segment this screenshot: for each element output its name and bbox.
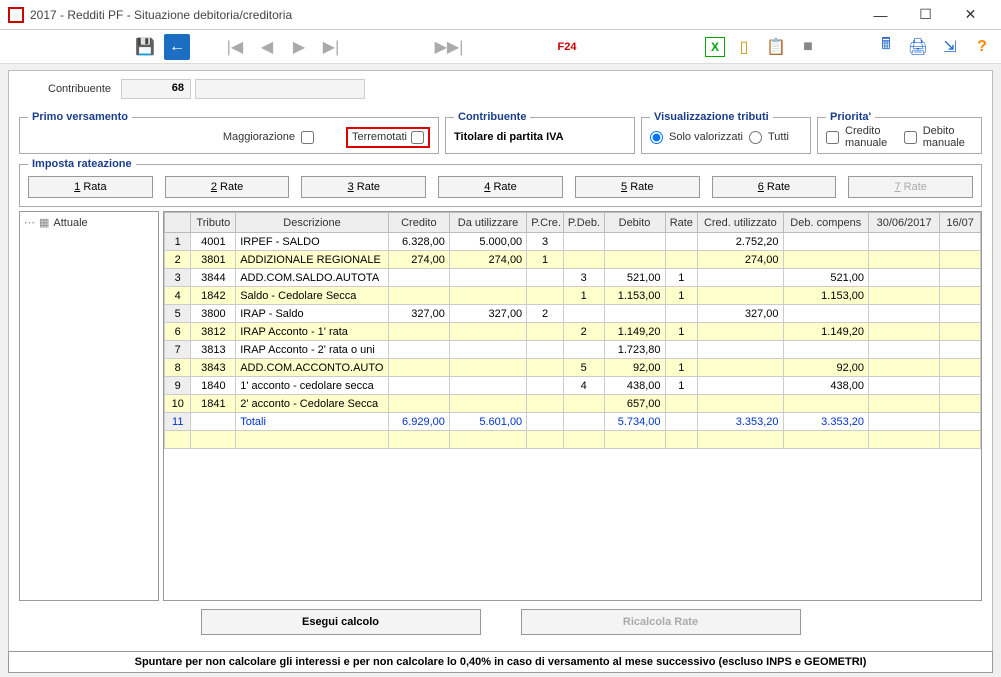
note-icon[interactable]: ▯ <box>731 34 757 60</box>
main-panel: Contribuente 68 Primo versamento Maggior… <box>8 70 993 660</box>
rate-legend: Imposta rateazione <box>28 158 136 170</box>
viz-solo-radio[interactable] <box>650 131 663 144</box>
grid-header[interactable]: Debito <box>604 213 665 233</box>
priorita-group: Priorita' Credito manuale Debito manuale <box>817 111 982 154</box>
credito-manuale-label: Credito manuale <box>845 125 898 149</box>
excel-icon[interactable]: X <box>705 37 725 57</box>
grid-wrap[interactable]: TributoDescrizioneCreditoDa utilizzareP.… <box>163 211 982 601</box>
close-button[interactable]: ✕ <box>948 1 993 29</box>
nav-first-icon[interactable]: |◀ <box>222 34 248 60</box>
primo-versamento-group: Primo versamento Maggiorazione Terremota… <box>19 111 439 154</box>
maximize-button[interactable]: ☐ <box>903 1 948 29</box>
stop-icon[interactable]: ■ <box>795 34 821 60</box>
grid-header[interactable]: Rate <box>665 213 698 233</box>
table-row[interactable]: 23801ADDIZIONALE REGIONALE274,00274,0012… <box>165 251 981 269</box>
contribuente-row: Contribuente 68 <box>15 75 986 109</box>
terremotati-label: Terremotati <box>352 131 407 143</box>
maggiorazione-checkbox[interactable] <box>301 131 314 144</box>
viz-tutti-label: Tutti <box>768 131 789 143</box>
tree-node-label: Attuale <box>53 217 87 229</box>
status-text: Spuntare per non calcolare gli interessi… <box>135 656 867 668</box>
data-grid: TributoDescrizioneCreditoDa utilizzareP.… <box>164 212 981 449</box>
esegui-calcolo-button[interactable]: Esegui calcolo <box>201 609 481 635</box>
grid-header[interactable]: P.Cre. <box>527 213 564 233</box>
credito-manuale-checkbox[interactable] <box>826 131 839 144</box>
prio-legend: Priorita' <box>826 111 875 123</box>
tree-grid-icon: ▦ <box>39 216 49 229</box>
grid-header[interactable]: P.Deb. <box>563 213 604 233</box>
grid-header[interactable]: Tributo <box>191 213 236 233</box>
viz-solo-label: Solo valorizzati <box>669 131 743 143</box>
titlebar: 2017 - Redditi PF - Situazione debitoria… <box>0 0 1001 30</box>
grid-header[interactable]: 30/06/2017 <box>869 213 940 233</box>
contrib-text: Titolare di partita IVA <box>454 131 564 143</box>
table-row[interactable]: 73813IRAP Acconto - 2' rata o uni1.723,8… <box>165 341 981 359</box>
primo-legend: Primo versamento <box>28 111 132 123</box>
nav-ff-icon[interactable]: ▶▶| <box>436 34 462 60</box>
minimize-button[interactable]: — <box>858 1 903 29</box>
nav-prev-icon[interactable]: ◀ <box>254 34 280 60</box>
help-icon[interactable]: ? <box>969 34 995 60</box>
grid-header[interactable]: 16/07 <box>940 213 981 233</box>
table-row[interactable]: 1018412' acconto - Cedolare Secca657,00 <box>165 395 981 413</box>
app-icon <box>8 7 24 23</box>
window-title: 2017 - Redditi PF - Situazione debitoria… <box>30 8 858 22</box>
contribuente-number[interactable]: 68 <box>121 79 191 99</box>
clipboard-icon[interactable]: 📋 <box>763 34 789 60</box>
ricalcola-rate-button: Ricalcola Rate <box>521 609 801 635</box>
rate-button-1[interactable]: 1 Rata <box>28 176 153 198</box>
table-row[interactable]: 918401' acconto - cedolare secca4438,001… <box>165 377 981 395</box>
terremotati-highlight: Terremotati <box>346 127 430 148</box>
table-row[interactable]: 83843ADD.COM.ACCONTO.AUTO592,00192,00 <box>165 359 981 377</box>
rate-button-2[interactable]: 2 Rate <box>165 176 290 198</box>
contribuente-label: Contribuente <box>21 83 121 95</box>
table-row[interactable]: 14001IRPEF - SALDO6.328,005.000,0032.752… <box>165 233 981 251</box>
statusbar: Spuntare per non calcolare gli interessi… <box>8 651 993 673</box>
maggiorazione-label: Maggiorazione <box>223 131 295 143</box>
table-row[interactable]: 53800IRAP - Saldo327,00327,002327,00 <box>165 305 981 323</box>
nav-next-icon[interactable]: ▶ <box>286 34 312 60</box>
viz-tutti-radio[interactable] <box>749 131 762 144</box>
contribuente-group: Contribuente Titolare di partita IVA <box>445 111 635 154</box>
debito-manuale-label: Debito manuale <box>923 125 973 149</box>
grid-header[interactable]: Descrizione <box>236 213 389 233</box>
table-row[interactable]: 63812IRAP Acconto - 1' rata21.149,2011.1… <box>165 323 981 341</box>
debito-manuale-checkbox[interactable] <box>904 131 917 144</box>
toolbar: 💾 ← |◀ ◀ ▶ ▶| ▶▶| F24 X ▯ 📋 ■ 🖩 🖨 ⇲ ? <box>0 30 1001 64</box>
grid-header[interactable] <box>165 213 191 233</box>
print-icon[interactable]: 🖨 <box>905 34 931 60</box>
tree-dots-icon: ⋯ <box>24 216 35 229</box>
tree-panel: ⋯ ▦ Attuale <box>19 211 159 601</box>
table-row[interactable]: 33844ADD.COM.SALDO.AUTOTA3521,001521,00 <box>165 269 981 287</box>
viz-legend: Visualizzazione tributi <box>650 111 773 123</box>
back-icon[interactable]: ← <box>164 34 190 60</box>
calculator-icon[interactable]: 🖩 <box>873 34 899 60</box>
table-row[interactable]: 41842Saldo - Cedolare Secca11.153,0011.1… <box>165 287 981 305</box>
grid-header[interactable]: Cred. utilizzato <box>698 213 783 233</box>
grid-header[interactable]: Credito <box>388 213 449 233</box>
contribuente-name[interactable] <box>195 79 365 99</box>
nav-last-icon[interactable]: ▶| <box>318 34 344 60</box>
save-icon[interactable]: 💾 <box>132 34 158 60</box>
f24-icon[interactable]: F24 <box>554 34 580 60</box>
grid-header[interactable]: Da utilizzare <box>449 213 526 233</box>
rate-button-3[interactable]: 3 Rate <box>301 176 426 198</box>
grid-header[interactable]: Deb. compens <box>783 213 868 233</box>
rate-button-4[interactable]: 4 Rate <box>438 176 563 198</box>
rate-button-7: 7 Rate <box>848 176 973 198</box>
tree-node-attuale[interactable]: ⋯ ▦ Attuale <box>24 216 154 229</box>
terremotati-checkbox[interactable] <box>411 131 424 144</box>
contrib-legend: Contribuente <box>454 111 530 123</box>
rate-button-5[interactable]: 5 Rate <box>575 176 700 198</box>
rate-button-6[interactable]: 6 Rate <box>712 176 837 198</box>
export-icon[interactable]: ⇲ <box>937 34 963 60</box>
visualizzazione-group: Visualizzazione tributi Solo valorizzati… <box>641 111 811 154</box>
rate-group: Imposta rateazione 1 Rata 2 Rate 3 Rate 4 R… <box>19 158 982 207</box>
table-row[interactable]: 11Totali6.929,005.601,005.734,003.353,20… <box>165 413 981 431</box>
